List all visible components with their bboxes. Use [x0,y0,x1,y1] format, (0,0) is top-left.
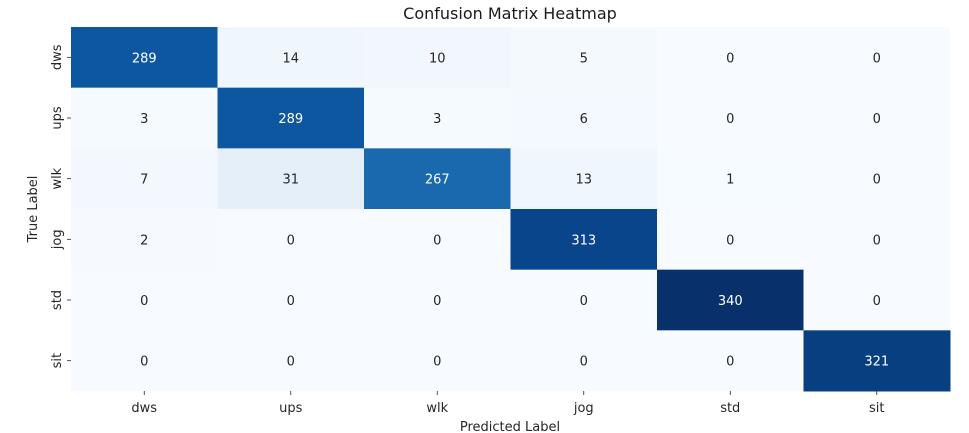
chart-title: Confusion Matrix Heatmap [403,4,617,23]
x-axis-label: Predicted Label [460,420,560,433]
cell-value-label: 0 [287,355,295,370]
cell-value-label: 0 [433,233,441,248]
x-tick-label: std [720,401,740,416]
y-axis-ticks: dws ups wlk jog std sit [50,44,71,368]
heatmap-cell [803,87,951,149]
cell-value-label: 289 [278,112,303,127]
cell-value-label: 0 [726,112,734,127]
cell-value-label: 340 [718,294,743,309]
cell-value-label: 14 [282,51,299,66]
cell-value-label: 13 [575,173,592,188]
heatmap-cell [71,87,218,149]
cell-value-label: 0 [873,233,881,248]
heatmap-cell [71,269,218,331]
cell-value-label: 0 [140,355,148,370]
heatmap-cell [510,209,658,271]
cell-value-label: 0 [433,294,441,309]
heatmap-cell [217,27,365,89]
cell-value-label: 10 [429,51,446,66]
heatmap-cell [657,330,804,392]
cell-value-label: 0 [873,112,881,127]
heatmap-cell [364,269,511,331]
cell-value-label: 0 [580,294,588,309]
cell-value-label: 0 [580,355,588,370]
cell-value-label: 2 [140,233,148,248]
x-tick-label: wlk [426,401,448,416]
cell-value-label: 0 [433,355,441,370]
heatmap-cell [364,209,511,271]
y-tick-label: std [50,290,65,310]
heatmap-cell [510,269,658,331]
heatmap-cell [803,209,951,271]
heatmap-cell [510,330,658,392]
x-tick-label: sit [869,401,884,416]
heatmap-cell [217,87,365,149]
heatmap-cell [71,27,218,89]
y-tick-label: jog [50,229,65,250]
cell-value-label: 321 [864,355,889,370]
heatmap-cell [217,330,365,392]
cell-value-label: 0 [287,294,295,309]
heatmap-cell [364,27,511,89]
x-tick-label: jog [573,401,594,416]
cell-value-label: 6 [580,112,588,127]
heatmap-cell [217,269,365,331]
cell-value-label: 0 [726,51,734,66]
y-tick-label: wlk [50,167,65,189]
x-axis-ticks: dws ups wlk jog std sit [131,391,884,416]
cell-value-label: 0 [726,355,734,370]
cell-value-label: 0 [726,233,734,248]
cell-value-label: 0 [287,233,295,248]
heatmap-cell [657,269,804,331]
heatmap-cell [803,330,951,392]
cell-value-label: 267 [425,173,450,188]
cell-value-label: 1 [726,173,734,188]
cell-value-label: 0 [873,51,881,66]
y-axis-label: True Label [26,176,41,244]
heatmap-cell [657,148,804,210]
x-tick-label: ups [279,401,302,416]
heatmap-cell [803,269,951,331]
heatmap-cell [364,148,511,210]
cell-value-label: 289 [132,51,157,66]
y-tick-label: sit [50,353,65,368]
cell-value-label: 3 [433,112,441,127]
cell-value-label: 313 [571,233,596,248]
y-tick-label: dws [50,44,65,70]
heatmap-cell [71,148,218,210]
heatmap-cell [657,209,804,271]
cell-value-label: 3 [140,112,148,127]
y-tick-label: ups [50,106,65,129]
heatmap-cell [217,209,365,271]
cell-value-label: 0 [873,294,881,309]
heatmap-cell [364,330,511,392]
heatmap-cell [217,148,365,210]
heatmap-cells: 289 14 10 5 0 03 289 3 6 0 07 31 267 13 1 02 0 0 313 0 00 0 0 0… [71,27,951,392]
heatmap-cell [71,330,218,392]
heatmap-cell [510,148,658,210]
heatmap-cell [657,27,804,89]
heatmap-cell [657,87,804,149]
cell-value-label: 0 [873,173,881,188]
heatmap-cell [364,87,511,149]
heatmap-cell [510,87,658,149]
cell-value-label: 7 [140,173,148,188]
cell-value-label: 0 [140,294,148,309]
heatmap-cell [803,148,951,210]
heatmap-cell [71,209,218,271]
x-tick-label: dws [131,401,157,416]
cell-value-label: 31 [282,173,299,188]
heatmap-cell [510,27,658,89]
cell-value-label: 5 [580,51,588,66]
heatmap-cell [803,27,951,89]
